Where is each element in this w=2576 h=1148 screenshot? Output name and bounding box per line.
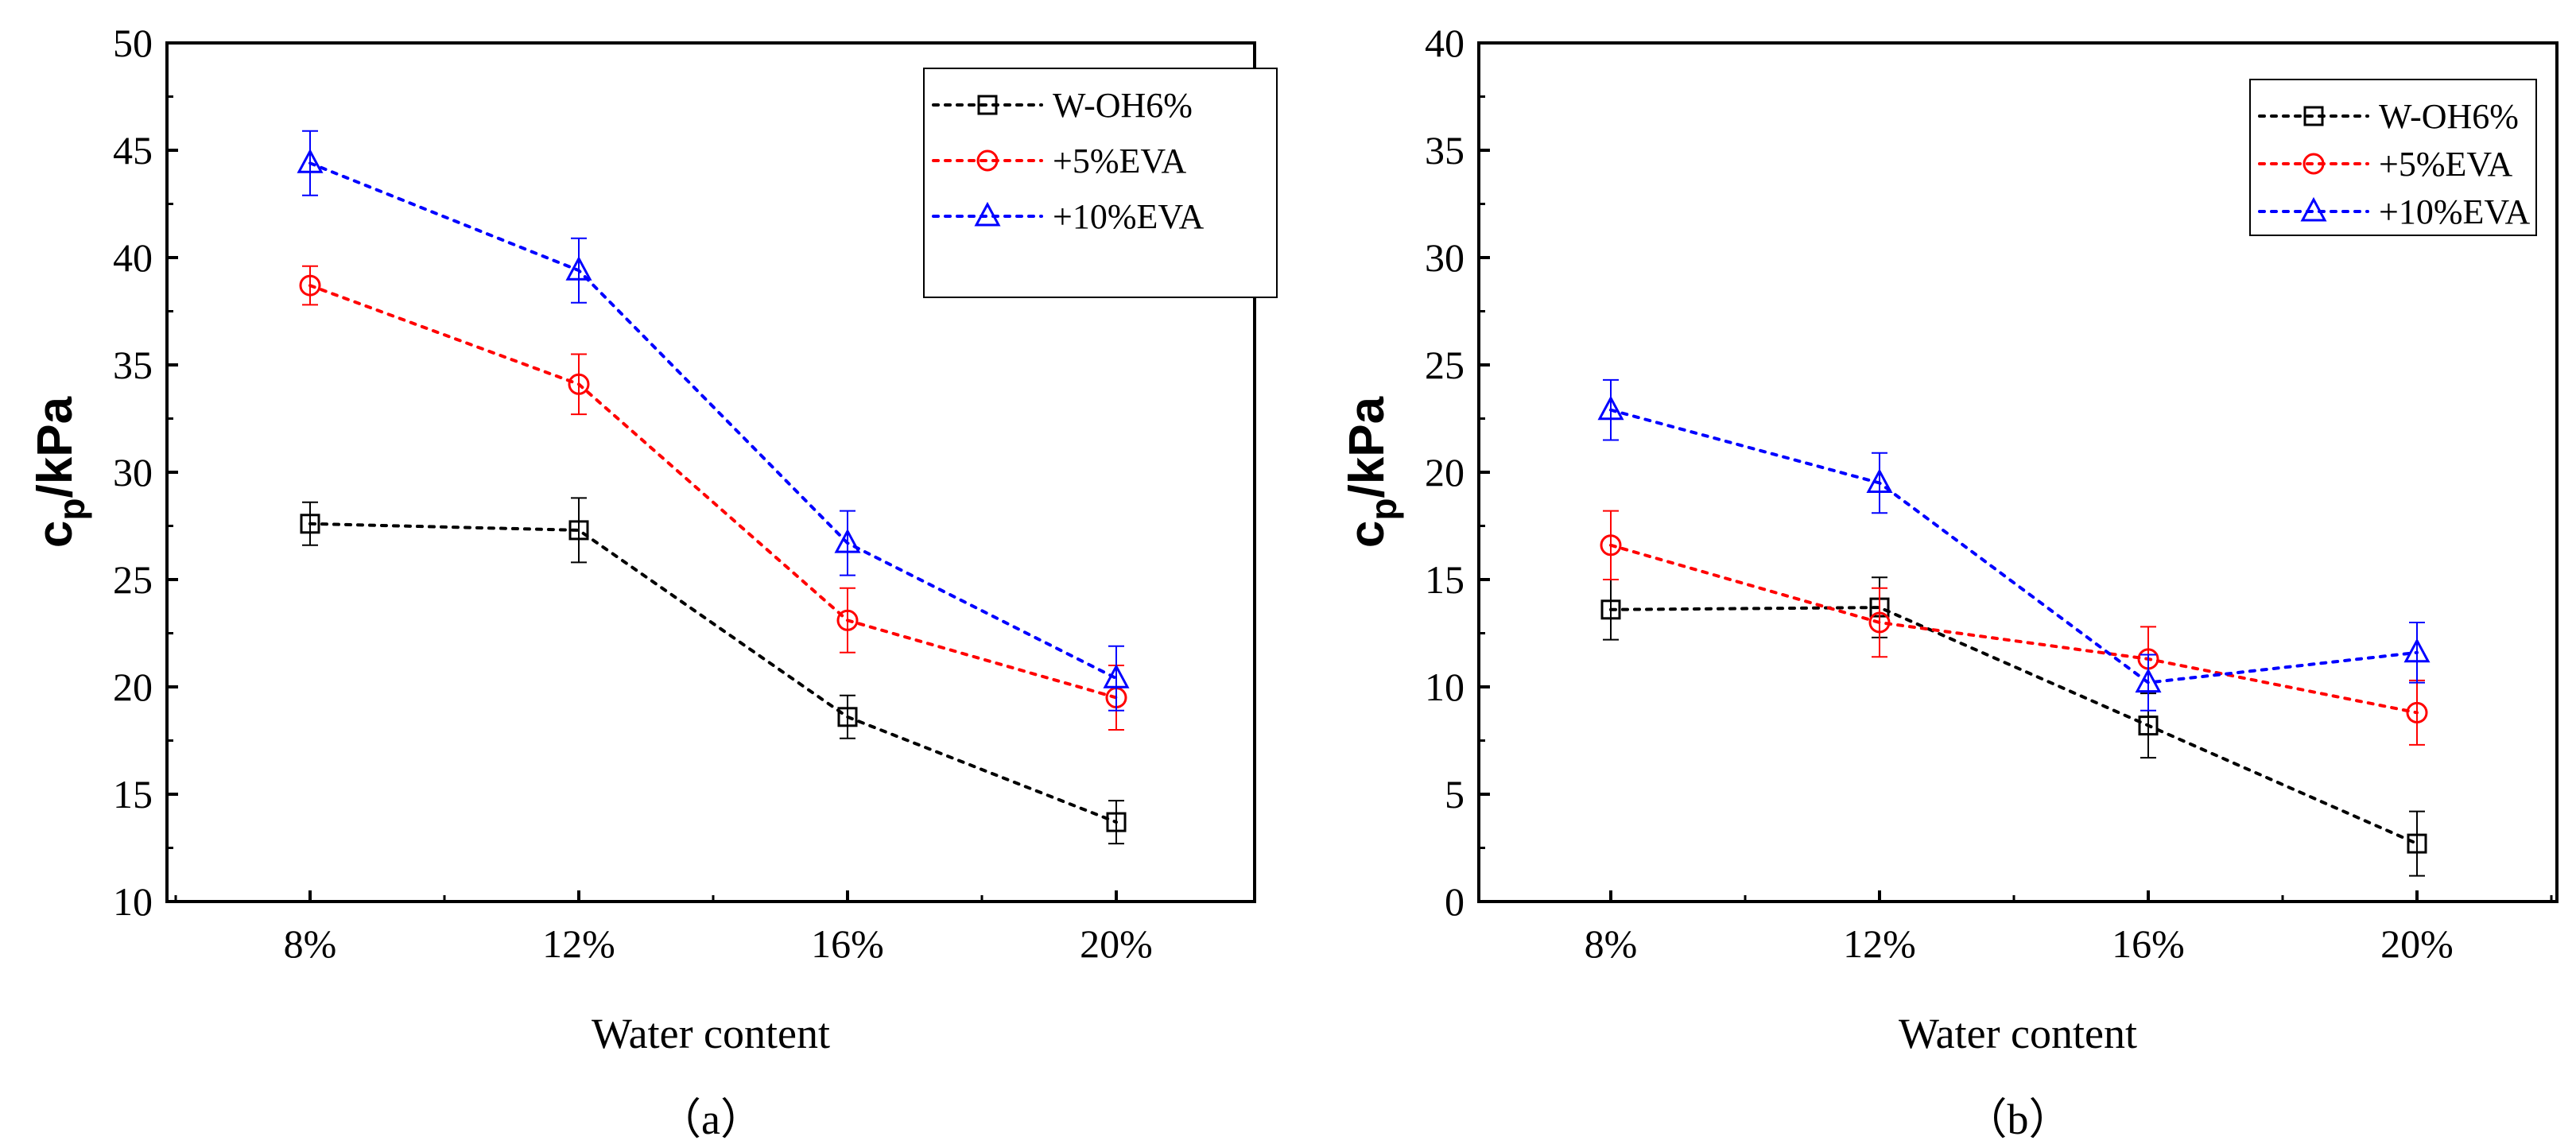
panel-b-panel-label: （b） (1965, 1096, 2072, 1143)
panel-b-data-point (2138, 716, 2159, 736)
panel-a-data-point (565, 256, 592, 281)
panel-a-y-tick-label: 20 (113, 665, 153, 709)
panel-a-data-point (299, 274, 321, 297)
panel-b-data-point (2403, 638, 2431, 663)
panel-b-legend-marker (2300, 196, 2327, 222)
panel-a-legend-label: +10%EVA (1053, 197, 1204, 236)
panel-b-y-tick-label: 40 (1425, 21, 1465, 65)
panel-b-data-point (2406, 701, 2428, 723)
panel-a-legend-marker (976, 149, 999, 172)
panel-b-data-point (1600, 599, 1621, 620)
panel-a-data-point (834, 528, 861, 553)
panel-a-y-title-sub: p (51, 498, 92, 520)
panel-a-y-tick-label: 30 (113, 450, 153, 494)
panel-a-series-2 (297, 130, 1130, 712)
panel-a-y-tick-label: 15 (113, 772, 153, 816)
panel-a-series-line (308, 161, 1118, 681)
panel-a-y-tick-label: 35 (113, 343, 153, 387)
panel-a-data-point (297, 149, 324, 173)
panel-a-data-point (568, 520, 589, 541)
panel-a-series-line (308, 522, 1118, 824)
panel-a-series-1 (299, 265, 1127, 731)
panel-b-legend-label: +10%EVA (2379, 192, 2530, 231)
panel-b-y-tick-label: 30 (1425, 235, 1465, 280)
panel-a-series-0 (300, 497, 1127, 845)
panel-b-series-line (1609, 606, 2419, 846)
panel-b-legend-box (2249, 79, 2537, 236)
panel-a-data-point (568, 373, 590, 395)
panel-b-x-tick-label: 20% (2380, 921, 2454, 966)
panel-b-x-tick-label: 12% (1843, 921, 1916, 966)
panel-a: 10 15 20 25 30 35 40 45 50 8% 12% 16% 20% Water conte… (28, 21, 1278, 1143)
panel-b-series-line (1609, 543, 2419, 715)
panel-a-series-line (308, 284, 1118, 700)
panel-b-x-axis-title: Water content (1899, 1010, 2137, 1057)
panel-a-legend-label: +5%EVA (1053, 142, 1186, 180)
panel-a-legend-marker (977, 95, 998, 115)
panel-b-y-tick-label: 25 (1425, 343, 1465, 387)
panel-a-y-tick-label: 45 (113, 128, 153, 173)
panel-a-y-axis: 10 15 20 25 30 35 40 45 50 (113, 21, 178, 924)
panel-b-data-point (1600, 534, 1622, 557)
panel-a-data-point (1103, 664, 1130, 688)
panel-b-legend-marker (2302, 153, 2325, 175)
panel-a-data-point (836, 609, 859, 631)
panel-b-y-axis-title: cp/kPa (1340, 396, 1404, 548)
panel-a-legend: W-OH6% +5%EVA +10%EVA (923, 68, 1278, 298)
panel-a-y-tick-label: 40 (113, 235, 153, 280)
panel-a-data-point (300, 514, 320, 534)
panel-a-x-axis: 8% 12% 16% 20% (174, 890, 1153, 966)
panel-b-y-axis: 0 5 10 15 20 25 30 35 40 (1425, 21, 1490, 924)
panel-a-x-tick-label: 8% (284, 921, 337, 966)
panel-a-data-point (1106, 812, 1127, 832)
panel-b-y-title-main: c (1340, 521, 1395, 548)
panel-b-data-point (2407, 833, 2427, 854)
panel-b-y-title-unit: /kPa (1340, 396, 1395, 498)
panel-b-series-0 (1600, 576, 2427, 877)
panel-a-y-tick-label: 10 (113, 879, 153, 924)
panel-b-data-point (1866, 468, 1893, 493)
panel-a-x-axis-title: Water content (592, 1010, 830, 1057)
panel-b: 0 5 10 15 20 25 30 35 40 8% 12% 16% 20% Water content… (1340, 21, 2559, 1143)
panel-b-y-tick-label: 35 (1425, 128, 1465, 173)
panel-a-y-tick-label: 50 (113, 21, 153, 65)
panel-b-series-2 (1597, 378, 2431, 712)
panel-b-y-tick-label: 0 (1445, 879, 1465, 924)
panel-b-y-tick-label: 10 (1425, 665, 1465, 709)
panel-b-y-tick-label: 5 (1445, 772, 1465, 816)
panel-b-legend-marker (2303, 106, 2324, 126)
panel-b-x-axis: 8% 12% 16% 20% (1585, 890, 2553, 966)
panel-a-legend-marker (974, 201, 1001, 227)
panel-b-x-tick-label: 16% (2112, 921, 2185, 966)
panel-a-y-title-unit: /kPa (28, 396, 83, 498)
panel-b-legend: W-OH6% +5%EVA +10%EVA (2249, 79, 2537, 236)
panel-a-panel-label: （a） (658, 1096, 763, 1143)
panel-b-y-tick-label: 20 (1425, 450, 1465, 494)
panel-a-y-axis-title: cp/kPa (28, 396, 92, 548)
panel-b-data-point (2135, 668, 2162, 693)
panel-a-x-tick-label: 16% (811, 921, 884, 966)
panel-a-legend-label: W-OH6% (1053, 86, 1193, 125)
panel-b-data-point (1597, 395, 1624, 421)
panel-a-y-tick-label: 25 (113, 557, 153, 602)
panel-b-y-tick-label: 15 (1425, 557, 1465, 602)
panel-b-series-line (1609, 408, 2419, 685)
panel-b-series-1 (1600, 510, 2428, 746)
panel-b-y-title-sub: p (1363, 498, 1404, 520)
panel-a-y-title-main: c (28, 521, 83, 548)
panel-b-legend-label: W-OH6% (2379, 97, 2519, 136)
panel-a-x-tick-label: 20% (1080, 921, 1153, 966)
panel-b-data-point (1868, 611, 1891, 634)
panel-b-x-tick-label: 8% (1585, 921, 1638, 966)
panel-b-legend-label: +5%EVA (2379, 145, 2512, 184)
panel-a-data-point (837, 707, 858, 727)
panel-a-x-tick-label: 12% (542, 921, 615, 966)
